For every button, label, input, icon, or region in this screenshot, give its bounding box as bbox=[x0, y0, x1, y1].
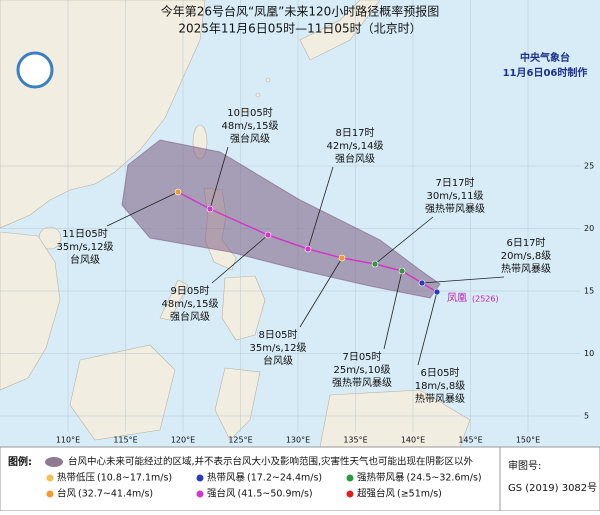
callout-level: 强热带风暴级 bbox=[425, 202, 485, 215]
track-point bbox=[371, 260, 379, 268]
leader-line bbox=[421, 276, 505, 284]
leader-line bbox=[307, 166, 334, 250]
track-point bbox=[418, 279, 426, 287]
cone-swatch bbox=[45, 457, 63, 467]
longitude-label: 115°E bbox=[113, 436, 137, 445]
legend-range: (32.7~41.4m/s) bbox=[78, 489, 153, 500]
track-point bbox=[398, 267, 406, 275]
callout-time: 7日17时 bbox=[435, 177, 474, 189]
storm-name: 凤凰 bbox=[447, 292, 467, 304]
callout-level: 热带风暴级 bbox=[415, 392, 465, 405]
leader-line bbox=[106, 191, 179, 227]
leader-line bbox=[209, 146, 229, 210]
track-point bbox=[174, 188, 182, 196]
callout-level: 台风级 bbox=[70, 253, 100, 266]
leader-line bbox=[417, 291, 438, 366]
longitude-label: 110°E bbox=[56, 436, 80, 445]
logo bbox=[16, 51, 54, 89]
title: 今年第26号台风“凤凰”未来120小时路径概率预报图 bbox=[161, 4, 440, 19]
latitude-label: 20 bbox=[584, 224, 594, 233]
callout-wind: 35m/s,12级 bbox=[57, 241, 114, 253]
longitude-label: 120°E bbox=[171, 436, 195, 445]
longitude-label: 135°E bbox=[343, 436, 367, 445]
callout-level: 强热带风暴级 bbox=[332, 376, 392, 389]
legend-name: 热带低压 bbox=[57, 472, 96, 484]
storm-code: (2526) bbox=[472, 295, 499, 304]
legend-range: (41.5~50.9m/s) bbox=[238, 489, 313, 500]
legend-range: (17.2~24.4m/s) bbox=[247, 473, 322, 484]
legend-items: 热带低压 (10.8~17.1m/s) 热带风暴 (17.2~24.4m/s) 强热带风… bbox=[46, 472, 482, 500]
callout-time: 8日17时 bbox=[335, 127, 374, 139]
legend-swatch bbox=[346, 490, 354, 498]
callout-time: 7日05时 bbox=[342, 351, 381, 363]
probability-cone bbox=[121, 139, 441, 299]
callout-time: 10日05时 bbox=[227, 107, 272, 119]
legend-range: (≥51m/s) bbox=[397, 489, 442, 500]
longitude-label: 125°E bbox=[228, 436, 252, 445]
longitude-label: 140°E bbox=[401, 436, 425, 445]
latitude-label: 5 bbox=[584, 412, 589, 421]
cone-note: 台风中心未来可能经过的区域,并不表示台风大小及影响范围,灾害性天气也可能出现在阴… bbox=[68, 456, 474, 468]
latitude-label: 15 bbox=[584, 287, 594, 296]
callout-wind: 30m/s,11级 bbox=[427, 190, 484, 202]
leader-line bbox=[211, 234, 269, 284]
leader-line bbox=[299, 257, 343, 328]
legend-swatch bbox=[196, 490, 204, 498]
legend-range: (10.8~17.1m/s) bbox=[97, 473, 172, 484]
callout-level: 台风级 bbox=[263, 354, 293, 367]
track-point bbox=[338, 254, 346, 262]
track-points bbox=[174, 188, 441, 296]
leader-line bbox=[374, 216, 434, 265]
callout-wind: 20m/s,8级 bbox=[501, 250, 552, 262]
latitude-label: 25 bbox=[584, 162, 594, 171]
issued-time: 11月6日06时制作 bbox=[503, 66, 588, 79]
track-point bbox=[206, 205, 214, 213]
track-point bbox=[433, 288, 441, 296]
callout-time: 8日05时 bbox=[258, 329, 297, 341]
track-point bbox=[304, 245, 312, 253]
legend-name: 超强台风 bbox=[357, 488, 396, 500]
legend-swatch bbox=[46, 490, 54, 498]
legend-range: (24.5~32.6m/s) bbox=[407, 473, 482, 484]
callout-wind: 35m/s,12级 bbox=[250, 342, 307, 354]
legend-heading: 图例: bbox=[8, 455, 32, 468]
legend-name: 台风 bbox=[57, 488, 77, 500]
callout-wind: 48m/s,15级 bbox=[162, 298, 219, 310]
callout-wind: 18m/s,8级 bbox=[415, 380, 466, 392]
callout-level: 强台风级 bbox=[230, 132, 270, 145]
callout-level: 强台风级 bbox=[170, 310, 210, 323]
callout-wind: 48m/s,15级 bbox=[222, 120, 279, 132]
callout-time: 6日17时 bbox=[506, 237, 545, 249]
leader-line bbox=[383, 270, 403, 350]
callout-time: 9日05时 bbox=[170, 285, 209, 297]
approval-number: GS (2019) 3082号 bbox=[508, 482, 597, 494]
legend-swatch bbox=[46, 474, 54, 482]
callouts: 6日05时18m/s,8级热带风暴级6日17时20m/s,8级热带风暴级7日05… bbox=[57, 107, 552, 405]
legend-swatch bbox=[196, 474, 204, 482]
longitude-label: 150°E bbox=[516, 436, 540, 445]
agency: 中央气象台 bbox=[520, 51, 570, 64]
subtitle: 2025年11月6日05时—11日05时（北京时） bbox=[178, 22, 421, 36]
legend-name: 强热带风暴 bbox=[357, 472, 405, 484]
callout-time: 6日05时 bbox=[420, 367, 459, 379]
longitude-label: 145°E bbox=[458, 436, 482, 445]
callout-level: 强台风级 bbox=[335, 152, 375, 165]
callout-wind: 25m/s,10级 bbox=[334, 364, 391, 376]
callout-time: 11日05时 bbox=[62, 228, 107, 240]
longitude-label: 130°E bbox=[286, 436, 310, 445]
track-point bbox=[264, 231, 272, 239]
callout-wind: 42m/s,14级 bbox=[327, 140, 384, 152]
callout-level: 热带风暴级 bbox=[501, 262, 551, 275]
legend-name: 强台风 bbox=[207, 488, 236, 500]
approval-label: 审图号: bbox=[508, 459, 541, 472]
legend-swatch bbox=[346, 474, 354, 482]
latitude-label: 10 bbox=[584, 349, 594, 358]
legend-name: 热带风暴 bbox=[207, 472, 246, 484]
